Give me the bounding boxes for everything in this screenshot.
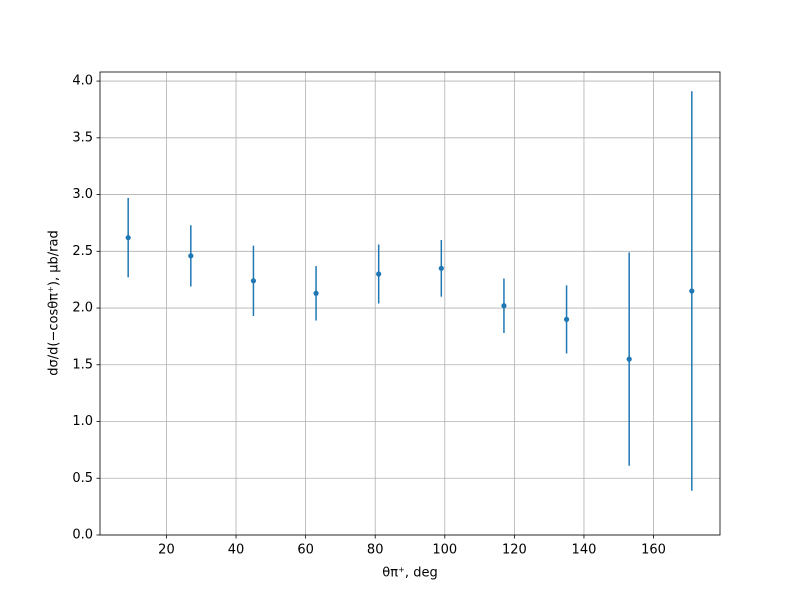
x-tick-label: 160 — [641, 543, 666, 558]
data-point — [125, 235, 131, 241]
y-tick-label: 2.5 — [72, 244, 93, 259]
x-tick-label: 140 — [572, 543, 597, 558]
x-tick-label: 120 — [502, 543, 527, 558]
y-tick-label: 4.0 — [72, 74, 93, 89]
plot-frame — [99, 71, 721, 536]
data-point — [689, 288, 695, 294]
data-point — [501, 303, 507, 309]
data-point — [250, 278, 257, 284]
data-point — [563, 316, 570, 322]
y-tick-label: 1.0 — [72, 414, 93, 429]
x-tick-label: 80 — [367, 543, 384, 558]
y-tick-label: 0.0 — [72, 528, 93, 543]
x-axis-label: θπ⁺, deg — [382, 566, 437, 581]
y-tick-label: 3.5 — [72, 130, 93, 145]
y-tick-label: 1.5 — [72, 357, 93, 372]
y-axis-label: dσ/d(−cosθπ⁺), μb/rad — [47, 230, 62, 375]
y-tick-label: 3.0 — [72, 187, 93, 202]
x-tick-label: 40 — [228, 543, 245, 558]
y-tick-label: 0.5 — [72, 471, 93, 486]
x-tick-label: 100 — [432, 543, 457, 558]
data-point — [188, 253, 194, 259]
data-point — [376, 271, 382, 277]
data-point — [313, 290, 319, 296]
x-tick-label: 60 — [297, 543, 314, 558]
y-tick-label: 2.0 — [72, 301, 93, 316]
data-point — [438, 265, 444, 271]
x-tick-label: 20 — [158, 543, 175, 558]
data-point — [626, 356, 632, 362]
